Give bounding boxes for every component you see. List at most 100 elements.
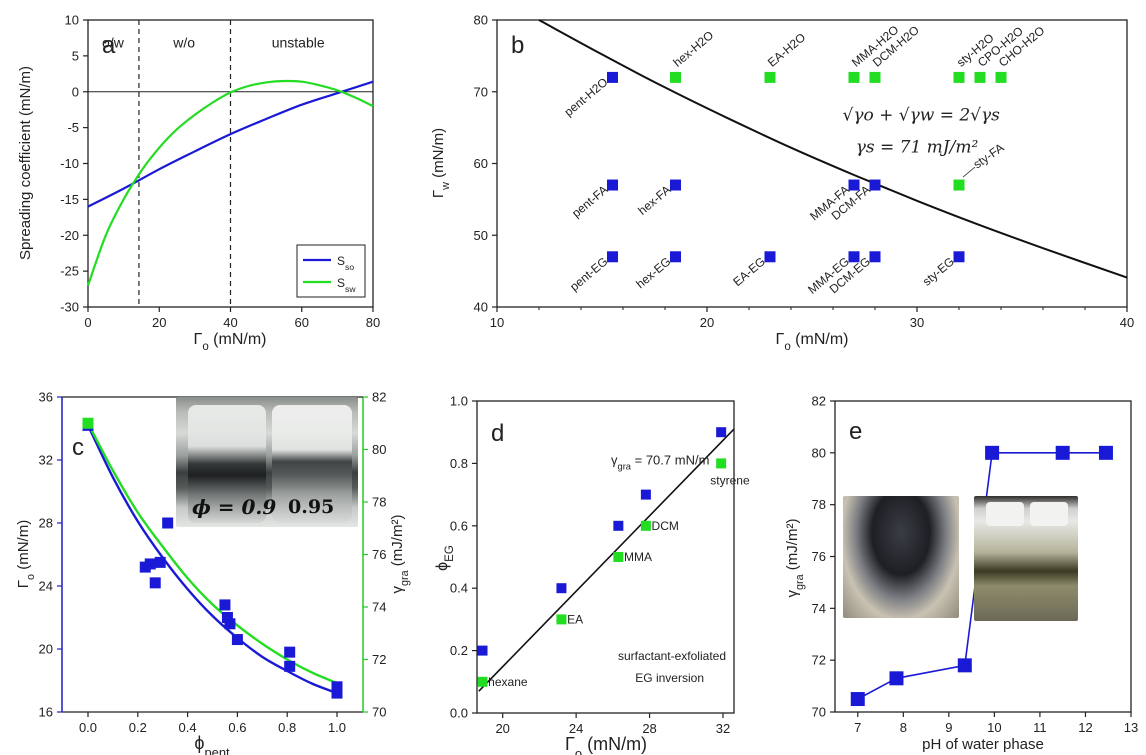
vials-photo-inset-e	[974, 496, 1078, 621]
panel-a-region-unstable: unstable	[272, 34, 325, 50]
panel-c-right-ytick-label: 74	[372, 600, 386, 615]
panel-d-annotation: γgra = 70.7 mN/m	[611, 452, 709, 471]
panel-a-ytick-label: 5	[72, 48, 79, 63]
panel-b-xtick-label: 40	[1120, 315, 1134, 330]
vials-photo-inset-c: ϕ = 0.9 0.95	[176, 397, 358, 527]
panel-a-xtick-label: 0	[84, 315, 91, 330]
panel-b-point-pent-H2O	[607, 71, 618, 83]
panel-b-point-sty-EG	[953, 251, 965, 263]
panel-c-point	[149, 577, 161, 589]
panel-b-point-DCM-EG	[869, 251, 881, 263]
panel-a-xtick-label: 80	[366, 315, 380, 330]
panel-b-label-hex-H2O: hex-H2O	[670, 28, 716, 70]
panel-b-point-hex-H2O	[670, 71, 681, 83]
panel-c-point	[219, 599, 231, 611]
panel-b-label-pent-EG: pent-EG	[567, 254, 610, 293]
panel-b-ytick-label: 40	[474, 300, 488, 315]
panel-e-ylabel: γgra (mJ/m²)	[784, 519, 806, 598]
panel-a-ytick-label: 0	[72, 84, 79, 99]
panel-d-label-DCM: DCM	[652, 519, 679, 533]
panel-b-ytick-label: 70	[474, 84, 488, 99]
panel-b-label-sty-EG: sty-EG	[920, 254, 957, 288]
panel-e-point	[889, 671, 904, 686]
panel-a-xtick-label: 20	[152, 315, 166, 330]
panel-d-fit-line	[478, 428, 735, 692]
panel-c-xlabel: ϕpent	[194, 733, 230, 755]
panel-a-ytick-label: -30	[60, 300, 79, 315]
panel-b-point-hex-FA	[670, 179, 681, 191]
panel-e-ytick-label: 78	[812, 497, 826, 512]
vial-cap-left	[986, 502, 1024, 526]
panel-a-legend-label-so: Sso	[337, 254, 354, 272]
panel-c-point	[284, 660, 296, 672]
panel-c-xtick-label: 1.0	[328, 720, 346, 735]
panel-e-xlabel: pH of water phase	[922, 736, 1044, 753]
panel-b-label-hex-FA: hex-FA	[635, 183, 673, 218]
panel-b-label-pent-H2O: pent-H2O	[562, 75, 611, 119]
vial-cap-right	[1030, 502, 1068, 526]
panel-b-leader-sty-FA	[962, 166, 976, 178]
panel-d-label-hexane: hexane	[488, 675, 528, 689]
panel-c-point	[144, 558, 156, 570]
panel-a-legend-label-sw: Ssw	[337, 276, 356, 294]
panel-a-region-ow: o/w	[102, 34, 125, 50]
panel-b-point-pent-FA	[607, 179, 618, 191]
panel-d-xtick-label: 32	[716, 721, 730, 736]
panel-e-xtick-label: 7	[854, 720, 861, 735]
panel-c-xtick-label: 0.2	[129, 720, 147, 735]
panel-b-point-DCM-H2O	[869, 71, 881, 83]
panel-a-letter: a	[102, 32, 116, 59]
panel-c-point	[231, 634, 243, 646]
beaker-photo-inset-e	[843, 496, 959, 618]
panel-c-fit-0	[86, 424, 338, 695]
panel-d-xlabel: Γo (mN/m)	[565, 734, 647, 755]
panel-d-ytick-label: 0.2	[450, 643, 468, 658]
panel-c-left-ytick-label: 28	[39, 516, 53, 531]
panel-d-xtick-label: 20	[495, 721, 509, 736]
panel-d-label-styrene: styrene	[710, 474, 750, 488]
panel-b-point-MMA-FA	[848, 179, 860, 191]
panel-b-ytick-label: 60	[474, 156, 488, 171]
panel-c-point	[331, 681, 343, 693]
panel-a-series-Ssw	[86, 79, 374, 286]
panel-e-point	[1098, 445, 1113, 460]
panel-d-ytick-label: 0.4	[450, 581, 468, 596]
panel-b-point-pent-EG	[607, 251, 618, 263]
panel-a-xtick-label: 60	[295, 315, 309, 330]
panel-e-xtick-label: 10	[987, 720, 1001, 735]
phi-value-right: 0.95	[288, 496, 335, 518]
panel-c-left-ytick-label: 16	[39, 705, 53, 720]
vial-right	[272, 405, 352, 523]
panel-c-left-ytick-label: 36	[39, 390, 53, 405]
panel-c-point	[82, 417, 94, 429]
panel-c-letter: c	[72, 434, 84, 461]
panel-a-ytick-label: 10	[65, 13, 79, 28]
panel-c-ylabel-left: Γo (mN/m)	[15, 520, 37, 588]
panel-b-xtick-label: 30	[910, 315, 924, 330]
panel-a-ytick-label: -10	[60, 156, 79, 171]
panel-d-label-MMA: MMA	[624, 550, 652, 564]
panel-b-xtick-label: 20	[700, 315, 714, 330]
panel-b-label-hex-EG: hex-EG	[633, 254, 673, 291]
panel-c-right-ytick-label: 82	[372, 390, 386, 405]
panel-b-point-sty-FA	[953, 179, 965, 191]
panel-e-xtick-label: 11	[1033, 720, 1047, 735]
panel-d-xtick-label: 24	[569, 721, 583, 736]
phi-label: ϕ = 0.9	[192, 495, 277, 519]
panel-c-right-ytick-label: 80	[372, 442, 386, 457]
panel-d-letter: d	[491, 420, 504, 447]
panel-d-point-blue	[640, 489, 651, 500]
panel-b-point-hex-EG	[670, 251, 681, 263]
panel-b-label-EA-EG: EA-EG	[730, 254, 768, 289]
panel-a-xtick-label: 40	[223, 315, 237, 330]
panel-e-letter: e	[849, 418, 862, 445]
panel-b-gamma-s: γs = 71 mJ/m²	[856, 138, 979, 158]
panel-c-point	[162, 517, 174, 529]
panel-a-region-wo: w/o	[172, 34, 195, 50]
panel-e-point	[985, 445, 1000, 460]
vial-left	[188, 405, 266, 523]
panel-d-ytick-label: 0.6	[450, 518, 468, 533]
panel-c-xtick-label: 0.0	[79, 720, 97, 735]
panel-e-point	[1055, 445, 1070, 460]
panel-c-xtick-label: 0.4	[179, 720, 197, 735]
